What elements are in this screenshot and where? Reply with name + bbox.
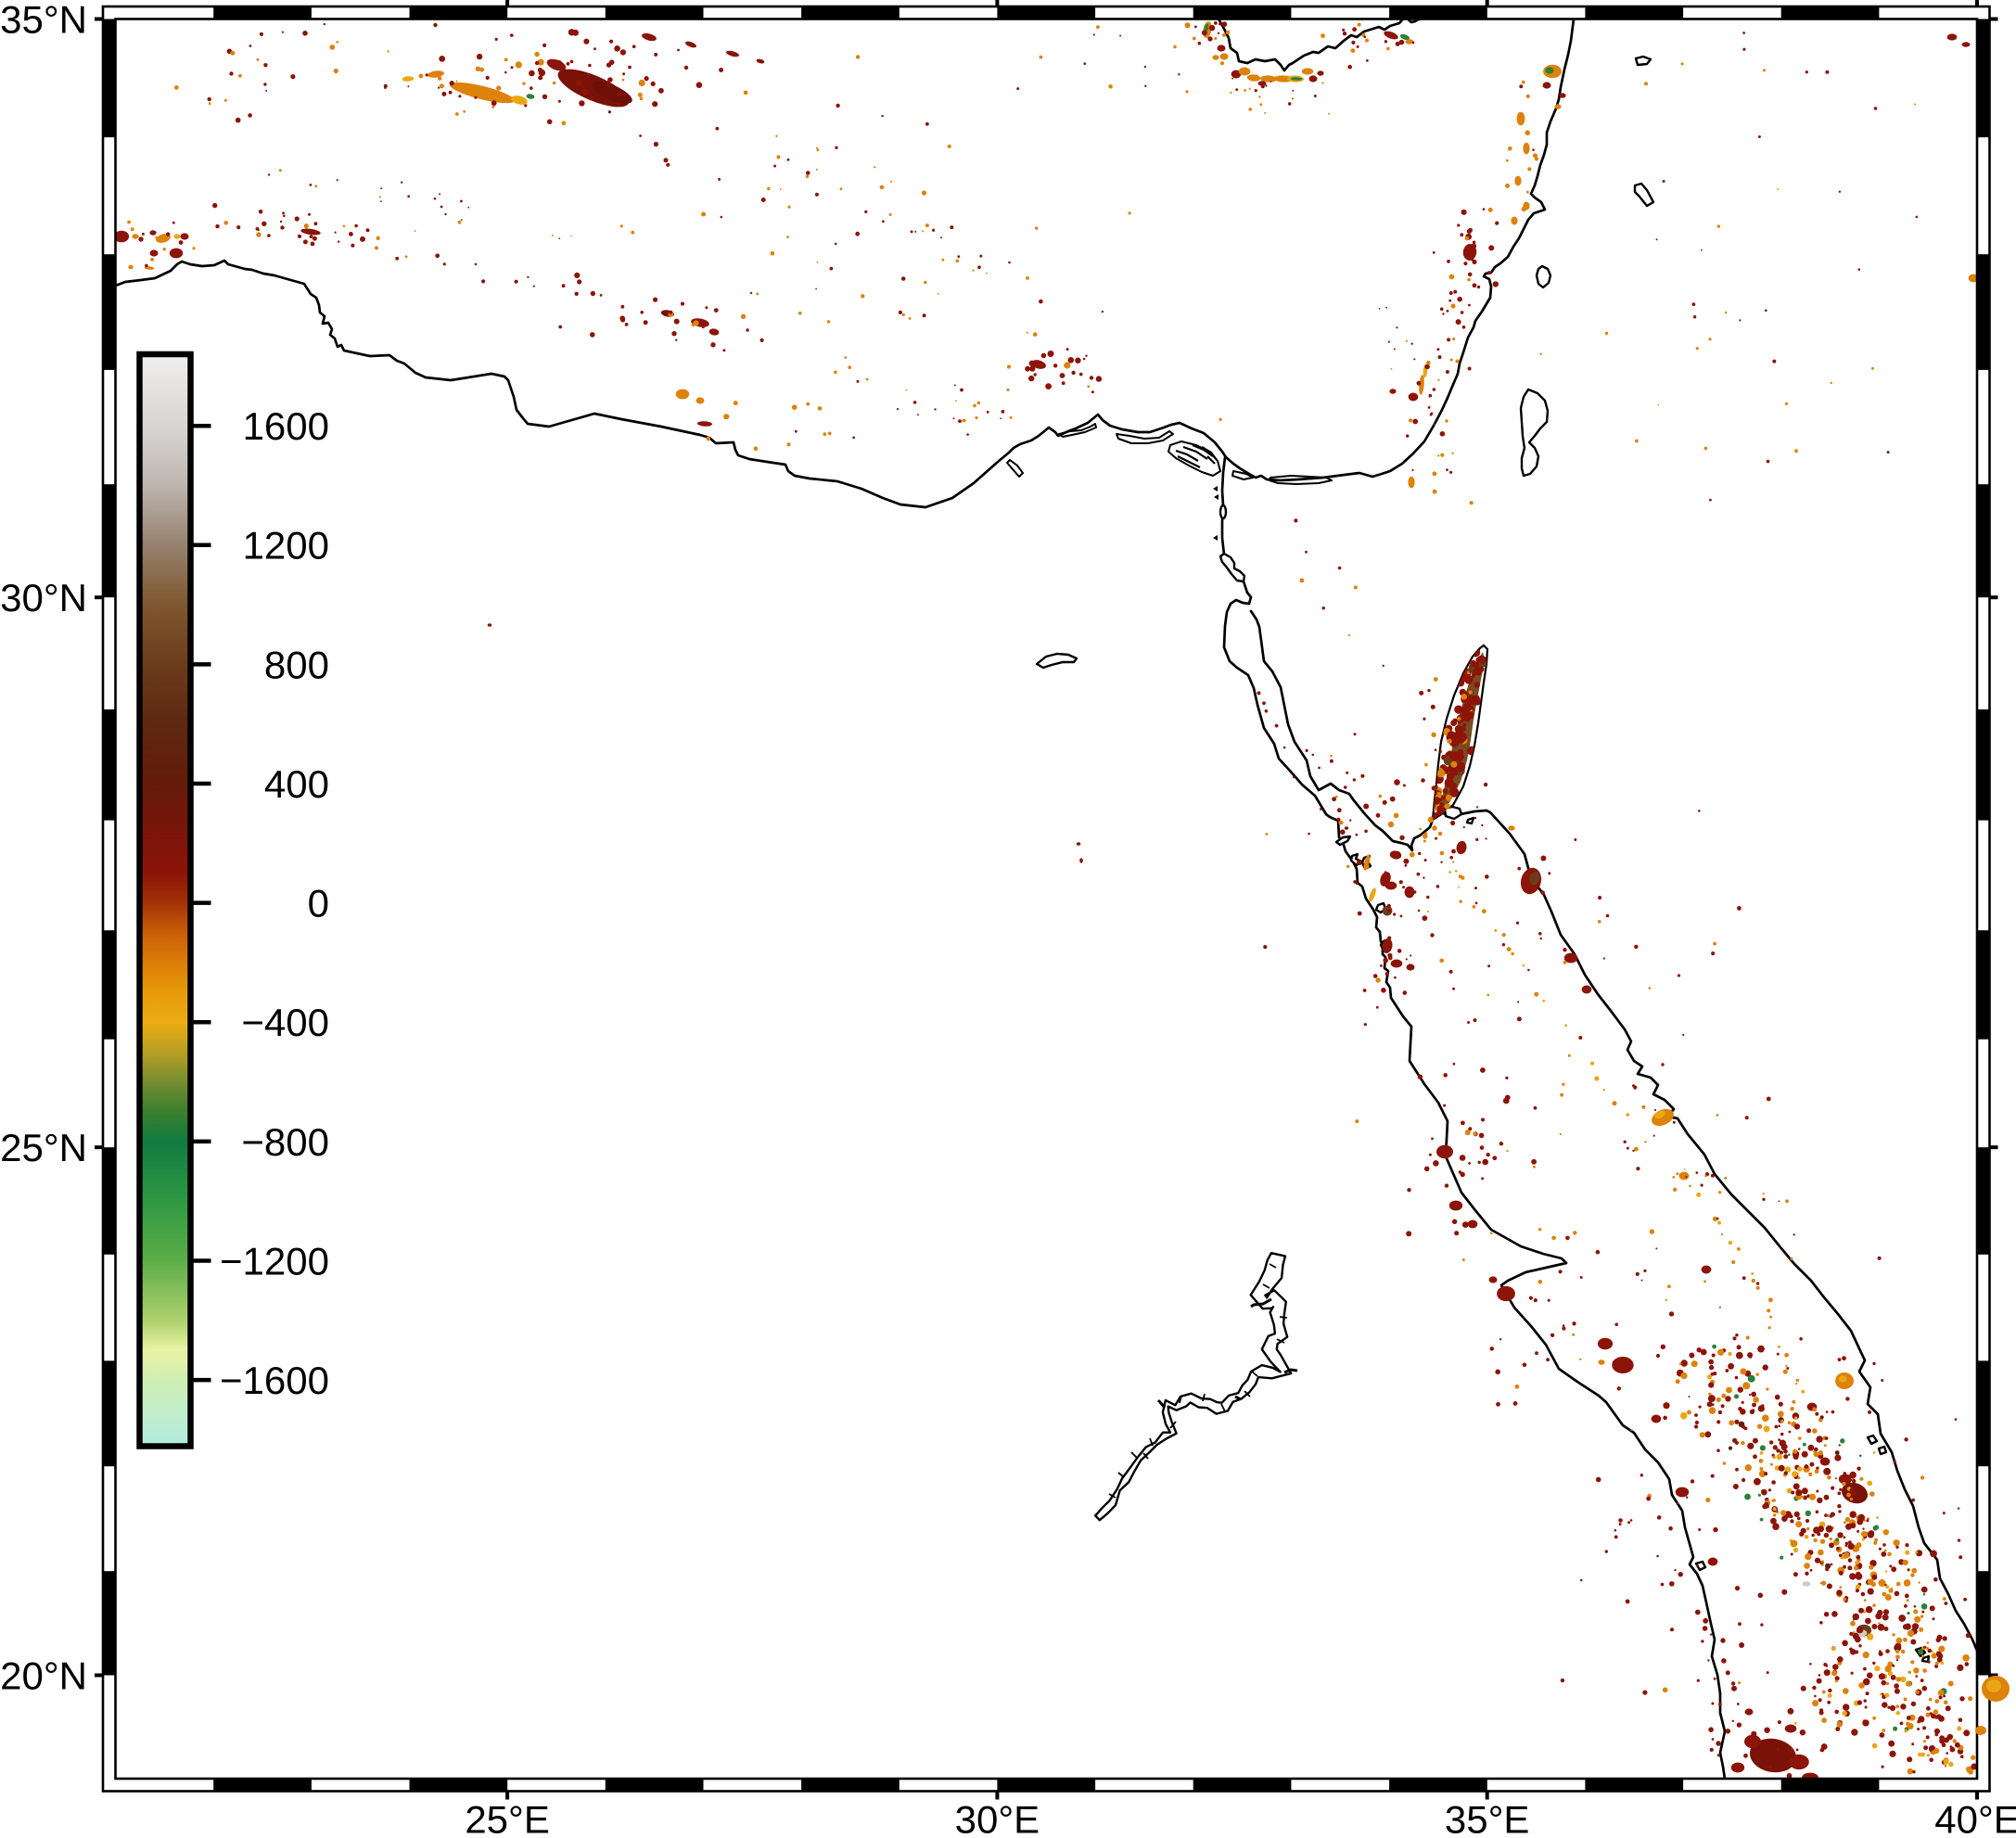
svg-text:400: 400 [264, 762, 329, 806]
svg-text:−800: −800 [241, 1120, 329, 1164]
svg-text:25°N: 25°N [0, 1126, 87, 1169]
svg-text:0: 0 [308, 882, 329, 925]
svg-text:1200: 1200 [243, 524, 329, 568]
svg-text:1600: 1600 [243, 404, 329, 448]
svg-text:800: 800 [264, 643, 329, 686]
svg-text:30°E: 30°E [955, 1798, 1040, 1838]
svg-text:35°E: 35°E [1445, 1798, 1530, 1838]
svg-text:25°E: 25°E [465, 1798, 550, 1838]
svg-text:35°N: 35°N [0, 0, 87, 41]
svg-text:20°N: 20°N [0, 1653, 87, 1697]
svg-text:−400: −400 [241, 1001, 329, 1044]
svg-text:−1600: −1600 [220, 1359, 329, 1402]
svg-text:−1200: −1200 [220, 1239, 329, 1283]
svg-text:40°E: 40°E [1934, 1798, 2016, 1838]
svg-text:30°N: 30°N [0, 576, 87, 619]
